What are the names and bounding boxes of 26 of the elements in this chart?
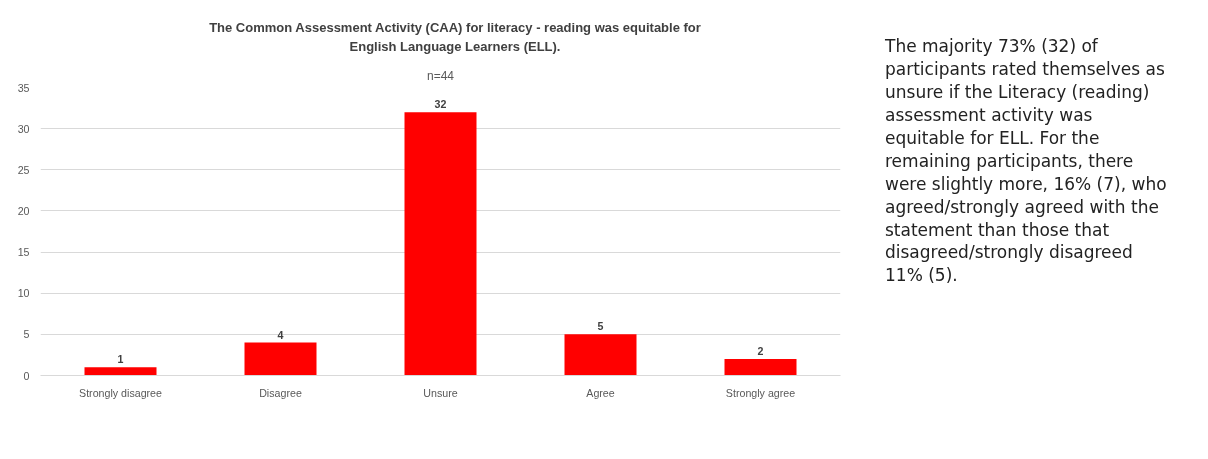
y-tick-label: 5 [23, 328, 30, 341]
x-tick-label: Unsure [423, 386, 458, 399]
bar [244, 342, 317, 376]
chart-title: The Common Assessment Activity (CAA) for literacy - reading was equitable for English Language Learners (ELL). [208, 19, 702, 56]
y-tick-label: 15 [17, 246, 30, 259]
x-tick-label: Strongly agree [725, 386, 796, 399]
x-tick-label: Disagree [259, 386, 302, 399]
y-tick-label: 30 [17, 122, 30, 135]
x-tick-label: Agree [586, 386, 615, 399]
y-tick-label: 0 [23, 369, 30, 382]
data-label: 2 [757, 345, 764, 358]
data-label: 4 [277, 328, 284, 341]
bar [404, 112, 477, 376]
bar [724, 359, 797, 376]
text: The majority 73% (32) of participants rated themselves as unsure if the Literacy (reading) assessment activity was equitable for ELL. For the remaining participants, there were slightly more, 16% (7), who agreed/strongly agreed with the statement than those that disagreed/strongly disagreed 11% (5). [885, 36, 1167, 286]
data-label: 5 [597, 320, 604, 333]
bar [84, 367, 157, 376]
y-tick-label: 10 [17, 287, 30, 300]
y-tick-label: 35 [17, 81, 30, 94]
x-tick-label: Strongly disagree [79, 386, 163, 399]
chart-subtitle: n=44 [426, 68, 455, 83]
data-label: 1 [117, 353, 124, 366]
y-tick-label: 20 [17, 205, 30, 218]
bar [564, 334, 637, 376]
data-label: 32 [434, 98, 447, 111]
y-tick-label: 25 [17, 163, 30, 176]
